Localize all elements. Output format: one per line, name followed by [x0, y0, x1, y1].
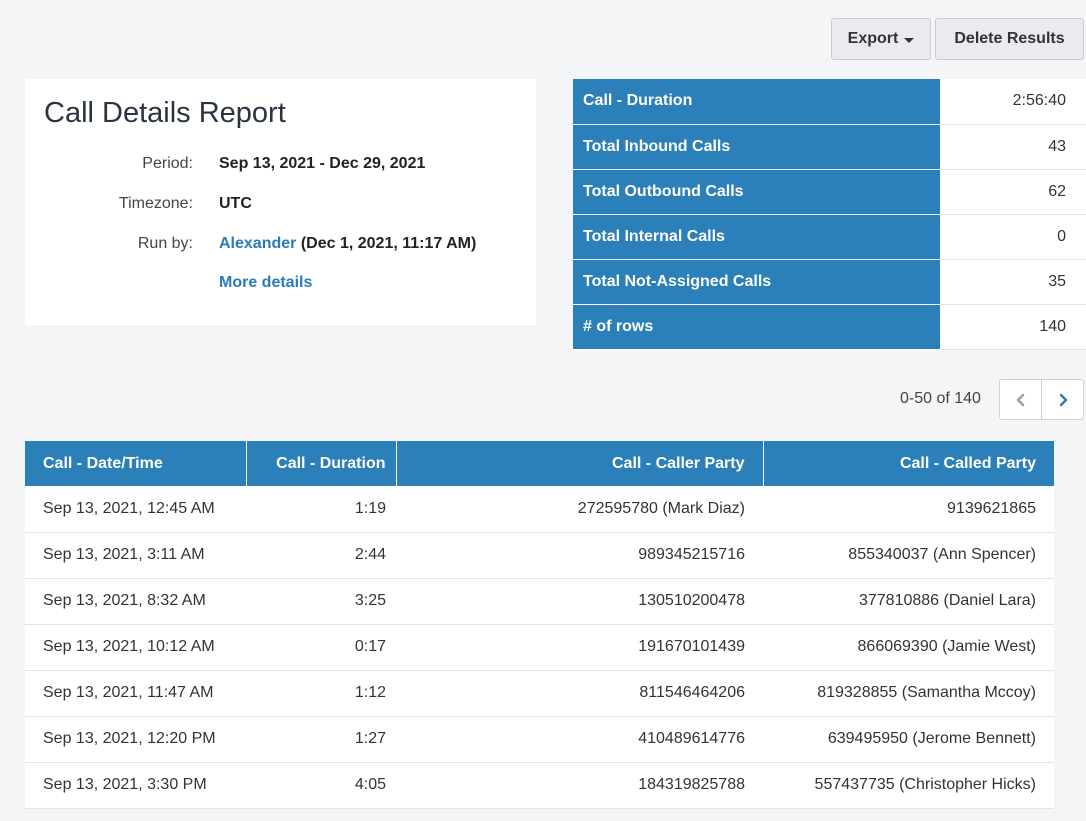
table-row[interactable]: Sep 13, 2021, 8:32 AM 3:25 130510200478 …	[25, 578, 1054, 625]
table-row[interactable]: Sep 13, 2021, 12:20 PM 1:27 410489614776…	[25, 716, 1054, 763]
call-details-table: Call - Date/Time Call - Duration Call - …	[25, 441, 1054, 809]
summary-row: Total Outbound Calls 62	[573, 169, 1086, 215]
cell-date-time: Sep 13, 2021, 3:11 AM	[25, 532, 246, 579]
export-button-label: Export	[847, 30, 899, 47]
column-header-called-party[interactable]: Call - Called Party	[763, 441, 1054, 486]
table-row[interactable]: Sep 13, 2021, 12:45 AM 1:19 272595780 (M…	[25, 486, 1054, 533]
runby-time: (Dec 1, 2021, 11:17 AM)	[300, 235, 477, 252]
cell-called-party: 855340037 (Ann Spencer)	[763, 532, 1054, 579]
timezone-label: Timezone:	[118, 195, 193, 212]
column-header-date-time[interactable]: Call - Date/Time	[25, 441, 247, 486]
runby-row: Run by: Alexander (Dec 1, 2021, 11:17 AM…	[25, 235, 536, 259]
chevron-left-icon	[1016, 393, 1024, 406]
period-label: Period:	[142, 155, 193, 172]
prev-page-button[interactable]	[1000, 380, 1041, 419]
summary-label: Total Inbound Calls	[573, 124, 940, 170]
caret-down-icon	[904, 37, 915, 43]
cell-duration: 1:27	[246, 716, 396, 763]
more-details-row: More details	[25, 274, 536, 298]
cell-duration: 1:12	[246, 670, 396, 717]
summary-label: Total Outbound Calls	[573, 169, 940, 215]
period-row: Period: Sep 13, 2021 - Dec 29, 2021	[25, 155, 536, 179]
cell-caller-party: 184319825788	[396, 762, 763, 809]
timezone-value: UTC	[219, 195, 252, 212]
cell-duration: 2:44	[246, 532, 396, 579]
delete-results-button[interactable]: Delete Results	[935, 18, 1084, 60]
summary-value: 35	[940, 259, 1086, 305]
timezone-row: Timezone: UTC	[25, 195, 536, 219]
cell-date-time: Sep 13, 2021, 12:20 PM	[25, 716, 246, 763]
cell-called-party: 9139621865	[763, 486, 1054, 533]
summary-label: Call - Duration	[573, 79, 940, 125]
cell-duration: 4:05	[246, 762, 396, 809]
cell-date-time: Sep 13, 2021, 10:12 AM	[25, 624, 246, 671]
runby-value: Alexander (Dec 1, 2021, 11:17 AM)	[219, 235, 476, 253]
summary-value: 0	[940, 214, 1086, 260]
chevron-right-icon	[1059, 393, 1067, 406]
summary-label: Total Internal Calls	[573, 214, 940, 260]
cell-called-party: 819328855 (Samantha Mccoy)	[763, 670, 1054, 717]
summary-table: Call - Duration 2:56:40 Total Inbound Ca…	[573, 79, 1086, 350]
report-info-card: Call Details Report Period: Sep 13, 2021…	[25, 79, 536, 325]
runby-label: Run by:	[137, 235, 193, 252]
delete-results-label: Delete Results	[954, 30, 1065, 47]
cell-caller-party: 191670101439	[396, 624, 763, 671]
cell-called-party: 639495950 (Jerome Bennett)	[763, 716, 1054, 763]
summary-row: # of rows 140	[573, 304, 1086, 350]
summary-value: 62	[940, 169, 1086, 215]
cell-caller-party: 811546464206	[396, 670, 763, 717]
table-row[interactable]: Sep 13, 2021, 10:12 AM 0:17 191670101439…	[25, 624, 1054, 671]
cell-date-time: Sep 13, 2021, 11:47 AM	[25, 670, 246, 717]
summary-label: Total Not-Assigned Calls	[573, 259, 940, 305]
column-header-duration[interactable]: Call - Duration	[246, 441, 397, 486]
runby-user-link[interactable]: Alexander	[219, 235, 297, 252]
pagination-controls	[999, 379, 1084, 420]
page-title: Call Details Report	[44, 97, 286, 129]
cell-called-party: 377810886 (Daniel Lara)	[763, 578, 1054, 625]
summary-row: Total Not-Assigned Calls 35	[573, 259, 1086, 305]
summary-row: Total Inbound Calls 43	[573, 124, 1086, 170]
next-page-button[interactable]	[1041, 380, 1083, 419]
cell-duration: 1:19	[246, 486, 396, 533]
cell-caller-party: 410489614776	[396, 716, 763, 763]
summary-row: Total Internal Calls 0	[573, 214, 1086, 260]
column-header-caller-party[interactable]: Call - Caller Party	[396, 441, 764, 486]
table-row[interactable]: Sep 13, 2021, 11:47 AM 1:12 811546464206…	[25, 670, 1054, 717]
cell-called-party: 557437735 (Christopher Hicks)	[763, 762, 1054, 809]
export-button[interactable]: Export	[831, 18, 931, 60]
summary-value: 43	[940, 124, 1086, 170]
summary-label: # of rows	[573, 304, 940, 350]
cell-date-time: Sep 13, 2021, 3:30 PM	[25, 762, 246, 809]
cell-caller-party: 272595780 (Mark Diaz)	[396, 486, 763, 533]
table-row[interactable]: Sep 13, 2021, 3:30 PM 4:05 184319825788 …	[25, 762, 1054, 809]
summary-row: Call - Duration 2:56:40	[573, 79, 1086, 125]
cell-caller-party: 989345215716	[396, 532, 763, 579]
period-value: Sep 13, 2021 - Dec 29, 2021	[219, 155, 426, 172]
cell-date-time: Sep 13, 2021, 12:45 AM	[25, 486, 246, 533]
cell-date-time: Sep 13, 2021, 8:32 AM	[25, 578, 246, 625]
pagination-range: 0-50 of 140	[900, 390, 981, 407]
table-row[interactable]: Sep 13, 2021, 3:11 AM 2:44 989345215716 …	[25, 532, 1054, 579]
cell-duration: 0:17	[246, 624, 396, 671]
cell-caller-party: 130510200478	[396, 578, 763, 625]
cell-called-party: 866069390 (Jamie West)	[763, 624, 1054, 671]
summary-value: 140	[940, 304, 1086, 350]
table-header-row: Call - Date/Time Call - Duration Call - …	[25, 441, 1054, 486]
cell-duration: 3:25	[246, 578, 396, 625]
summary-value: 2:56:40	[940, 79, 1086, 125]
more-details-link[interactable]: More details	[219, 274, 313, 291]
